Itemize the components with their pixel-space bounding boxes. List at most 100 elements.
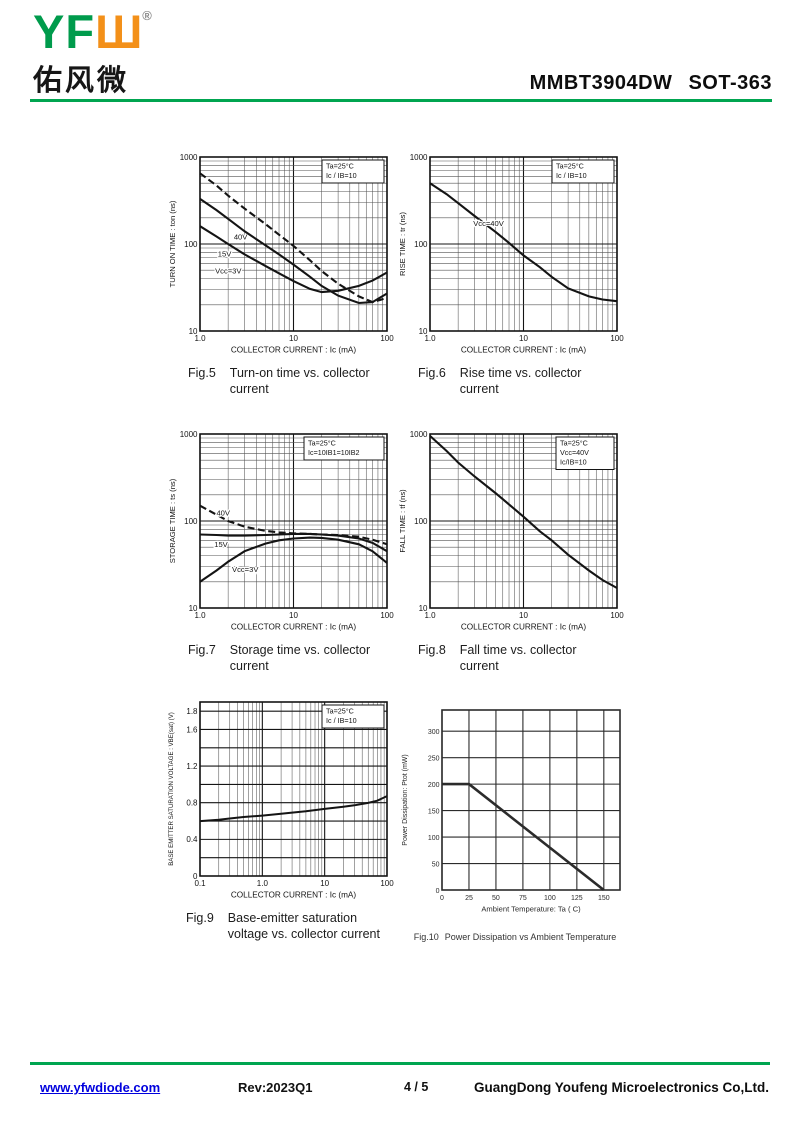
svg-text:0: 0 [440, 895, 444, 902]
package-name: SOT-363 [688, 72, 772, 94]
website-link[interactable]: www.yfwdiode.com [40, 1080, 161, 1095]
fig8-caption-line1: Fall time vs. collector [459, 643, 577, 657]
svg-text:Ta=25°C: Ta=25°C [308, 439, 336, 448]
document-title: MMBT3904DW SOT-363 [520, 72, 772, 95]
figure-rise-time: 1.0 10 100 10 100 1000 COLLECTOR CURRENT : Ic … [396, 149, 626, 397]
svg-text:Ta=25°C: Ta=25°C [556, 162, 584, 171]
svg-text:10: 10 [419, 604, 428, 613]
figure-storage-time: 1.0 10 100 10 100 1000 COLLECTOR CURRENT : Ic … [166, 426, 396, 674]
fig5-caption-line1: Turn-on time vs. collector [229, 366, 370, 380]
svg-text:COLLECTOR CURRENT : Ic (mA): COLLECTOR CURRENT : Ic (mA) [461, 346, 587, 355]
footer-rule [30, 1062, 770, 1065]
svg-text:0: 0 [193, 872, 198, 881]
svg-text:50: 50 [492, 895, 500, 902]
svg-text:150: 150 [598, 895, 610, 902]
svg-text:Ta=25°C: Ta=25°C [326, 707, 354, 716]
svg-text:300: 300 [428, 729, 440, 736]
header-rule [30, 99, 772, 102]
svg-text:COLLECTOR CURRENT : Ic (mA): COLLECTOR CURRENT : Ic (mA) [231, 346, 357, 355]
svg-text:Vcc=40V: Vcc=40V [473, 219, 505, 228]
svg-text:10: 10 [189, 604, 198, 613]
svg-text:1.8: 1.8 [186, 707, 198, 716]
fig6-caption-line2: current [459, 381, 499, 396]
svg-text:0: 0 [436, 888, 440, 895]
svg-text:RISE TIME : tr (ns): RISE TIME : tr (ns) [398, 212, 407, 276]
figure-fall-time: 1.0 10 100 10 100 1000 COLLECTOR CURRENT : Ic … [396, 426, 626, 674]
svg-text:1.0: 1.0 [257, 879, 269, 888]
fig8-label: Fig.8 [418, 643, 446, 657]
svg-text:Ta=25°C: Ta=25°C [326, 162, 354, 171]
svg-text:50: 50 [432, 861, 440, 868]
fig8-caption-line2: current [459, 658, 499, 673]
svg-text:Ic=10IB1=10IB2: Ic=10IB1=10IB2 [308, 448, 360, 457]
svg-text:BASE EMITTER SATURATION VOLTAG: BASE EMITTER SATURATION VOLTAGE : VBE(sa… [168, 712, 175, 866]
svg-text:STORAGE TIME : ts (ns): STORAGE TIME : ts (ns) [168, 478, 177, 563]
svg-text:10: 10 [519, 611, 528, 620]
logo-w-mark: Ш [95, 5, 143, 58]
svg-text:100: 100 [380, 334, 394, 343]
svg-text:10: 10 [320, 879, 329, 888]
svg-text:0.8: 0.8 [186, 799, 198, 808]
fig10-label: Fig.10 [413, 932, 439, 942]
logo-chinese-name: 佑风微 [33, 63, 130, 97]
svg-text:25: 25 [465, 895, 473, 902]
svg-text:100: 100 [414, 517, 428, 526]
svg-text:100: 100 [610, 611, 624, 620]
part-number: MMBT3904DW [529, 72, 673, 94]
page-number: 4 / 5 [404, 1080, 429, 1094]
svg-text:40V: 40V [234, 233, 248, 242]
fall-time-chart: 1.0 10 100 10 100 1000 COLLECTOR CURRENT : Ic … [396, 426, 626, 640]
svg-text:40V: 40V [216, 509, 230, 518]
fig7-label: Fig.7 [188, 643, 216, 657]
rise-time-chart: 1.0 10 100 10 100 1000 COLLECTOR CURRENT : Ic … [396, 149, 626, 363]
svg-text:1000: 1000 [180, 430, 198, 439]
fig6-caption-line1: Rise time vs. collector [459, 366, 582, 380]
svg-text:0.4: 0.4 [186, 835, 198, 844]
svg-text:15V: 15V [218, 249, 232, 258]
fig6-label: Fig.6 [418, 366, 446, 380]
svg-text:125: 125 [571, 895, 583, 902]
svg-text:1000: 1000 [180, 153, 198, 162]
registered-trademark-icon: ® [142, 8, 152, 23]
svg-text:COLLECTOR CURRENT : Ic (mA): COLLECTOR CURRENT : Ic (mA) [231, 623, 357, 632]
fig9-caption: Fig.9 Base-emitter saturation voltage vs… [186, 911, 396, 942]
svg-text:1.2: 1.2 [186, 762, 198, 771]
svg-text:Vcc=3V: Vcc=3V [232, 565, 259, 574]
svg-text:Ta=25°C: Ta=25°C [560, 439, 588, 448]
svg-text:Ic / IB=10: Ic / IB=10 [326, 171, 357, 180]
fig8-caption: Fig.8 Fall time vs. collector current [418, 643, 626, 674]
svg-text:10: 10 [289, 611, 298, 620]
svg-text:Vcc=40V: Vcc=40V [560, 448, 589, 457]
svg-text:Power Dissipation: Ptot (mW): Power Dissipation: Ptot (mW) [402, 754, 409, 845]
svg-text:FALL TIME : tf (ns): FALL TIME : tf (ns) [398, 489, 407, 553]
svg-text:COLLECTOR CURRENT : Ic (mA): COLLECTOR CURRENT : Ic (mA) [231, 891, 357, 900]
svg-text:75: 75 [519, 895, 527, 902]
svg-text:10: 10 [519, 334, 528, 343]
svg-text:1.0: 1.0 [424, 334, 436, 343]
fig7-caption-line2: current [229, 658, 269, 673]
figure-power-dissipation: 0 25 50 75 100 125 150 0 50 100 150 200 250 300 Ambien… [398, 702, 632, 943]
svg-text:100: 100 [380, 611, 394, 620]
fig7-caption-line1: Storage time vs. collector [229, 643, 371, 657]
svg-text:100: 100 [414, 240, 428, 249]
fig9-label: Fig.9 [186, 911, 214, 925]
svg-text:100: 100 [184, 240, 198, 249]
svg-text:Ic/IB=10: Ic/IB=10 [560, 458, 587, 467]
svg-text:1.0: 1.0 [424, 611, 436, 620]
svg-text:100: 100 [428, 835, 440, 842]
fig5-label: Fig.5 [188, 366, 216, 380]
storage-time-chart: 1.0 10 100 10 100 1000 COLLECTOR CURRENT : Ic … [166, 426, 396, 640]
svg-text:10: 10 [419, 327, 428, 336]
fig5-caption: Fig.5 Turn-on time vs. collector current [188, 366, 396, 397]
turn-on-time-chart: 1.0 10 100 10 100 1000 COLLECTOR CURRENT : Ic … [166, 149, 396, 363]
fig10-caption-line1: Power Dissipation vs Ambient Temperature [444, 932, 617, 942]
figure-turn-on-time: 1.0 10 100 10 100 1000 COLLECTOR CURRENT : Ic … [166, 149, 396, 397]
svg-text:100: 100 [610, 334, 624, 343]
svg-text:1.6: 1.6 [186, 725, 198, 734]
svg-text:Ambient Temperature: Ta ( C): Ambient Temperature: Ta ( C) [481, 905, 581, 914]
svg-text:1.0: 1.0 [194, 611, 206, 620]
svg-text:150: 150 [428, 808, 440, 815]
svg-text:250: 250 [428, 755, 440, 762]
svg-text:Vcc=3V: Vcc=3V [215, 266, 242, 275]
